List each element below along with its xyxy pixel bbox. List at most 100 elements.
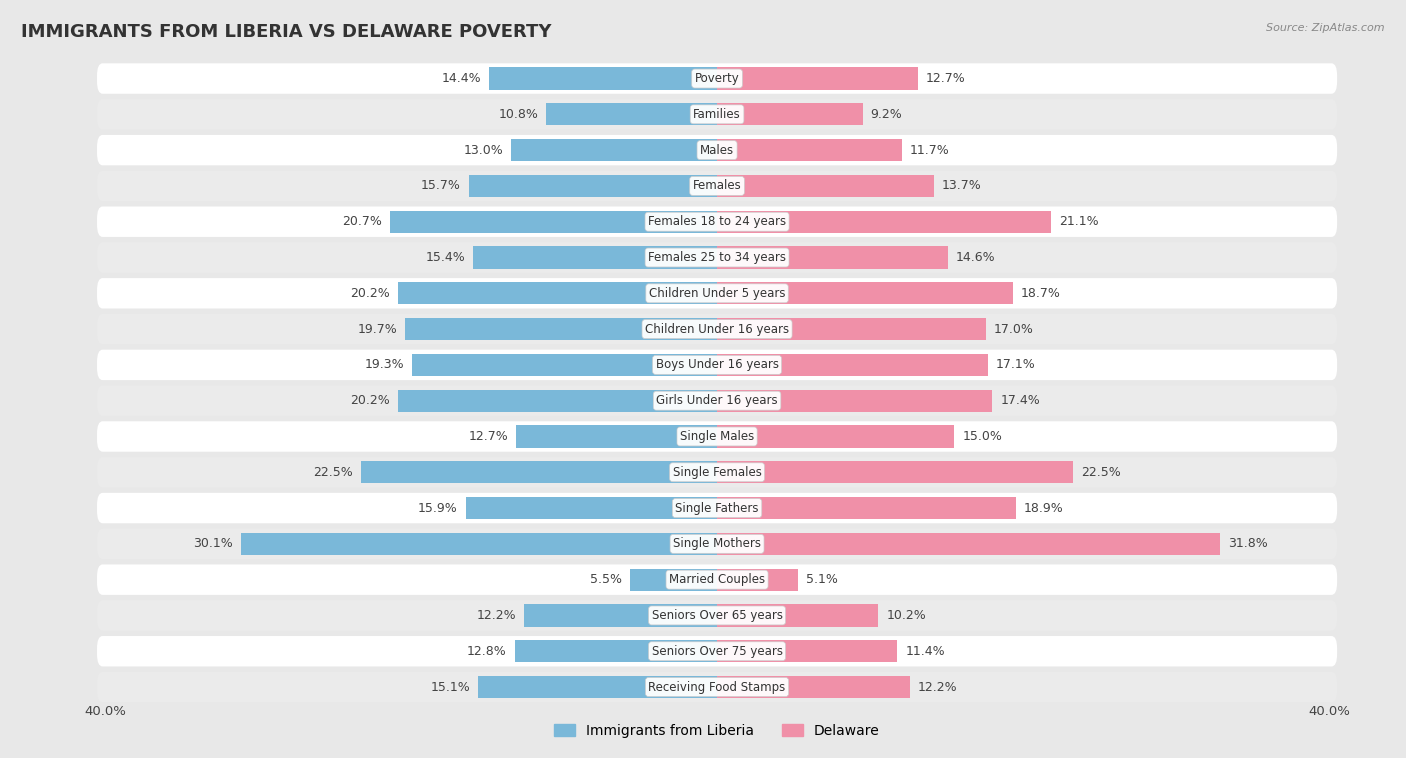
Text: Families: Families <box>693 108 741 121</box>
Text: Single Females: Single Females <box>672 465 762 479</box>
Text: 30.1%: 30.1% <box>193 537 233 550</box>
Text: Seniors Over 75 years: Seniors Over 75 years <box>651 645 783 658</box>
Bar <box>717 425 955 447</box>
Text: 12.7%: 12.7% <box>927 72 966 85</box>
Text: 21.1%: 21.1% <box>1059 215 1098 228</box>
Bar <box>398 282 717 305</box>
Bar <box>717 175 934 197</box>
Text: 15.9%: 15.9% <box>418 502 458 515</box>
Text: 22.5%: 22.5% <box>1081 465 1121 479</box>
Text: 31.8%: 31.8% <box>1227 537 1268 550</box>
Text: 12.8%: 12.8% <box>467 645 506 658</box>
Text: Males: Males <box>700 143 734 157</box>
Text: 11.4%: 11.4% <box>905 645 945 658</box>
Bar <box>478 676 717 698</box>
FancyBboxPatch shape <box>97 386 1337 416</box>
Bar <box>717 641 897 662</box>
Bar <box>717 533 1220 555</box>
Text: Girls Under 16 years: Girls Under 16 years <box>657 394 778 407</box>
Text: 17.4%: 17.4% <box>1000 394 1040 407</box>
FancyBboxPatch shape <box>97 421 1337 452</box>
Text: 13.0%: 13.0% <box>464 143 503 157</box>
Text: 9.2%: 9.2% <box>870 108 903 121</box>
Text: 20.2%: 20.2% <box>350 287 389 300</box>
Bar <box>717 497 1017 519</box>
Bar <box>717 354 987 376</box>
Text: Females 25 to 34 years: Females 25 to 34 years <box>648 251 786 264</box>
Text: 19.7%: 19.7% <box>357 323 398 336</box>
Bar <box>717 67 918 89</box>
Bar <box>389 211 717 233</box>
FancyBboxPatch shape <box>97 135 1337 165</box>
Text: 18.9%: 18.9% <box>1024 502 1064 515</box>
Text: IMMIGRANTS FROM LIBERIA VS DELAWARE POVERTY: IMMIGRANTS FROM LIBERIA VS DELAWARE POVE… <box>21 23 551 41</box>
Bar <box>512 139 717 161</box>
Bar <box>630 568 717 590</box>
Text: 20.2%: 20.2% <box>350 394 389 407</box>
FancyBboxPatch shape <box>97 99 1337 130</box>
Bar <box>717 604 879 627</box>
Bar <box>361 461 717 484</box>
FancyBboxPatch shape <box>97 528 1337 559</box>
Bar <box>524 604 717 627</box>
Text: 5.1%: 5.1% <box>806 573 838 586</box>
Bar <box>717 282 1012 305</box>
Bar <box>515 641 717 662</box>
Text: 5.5%: 5.5% <box>591 573 623 586</box>
Bar <box>717 461 1073 484</box>
Text: Single Fathers: Single Fathers <box>675 502 759 515</box>
Bar <box>717 211 1050 233</box>
Text: 15.7%: 15.7% <box>420 180 461 193</box>
FancyBboxPatch shape <box>97 349 1337 380</box>
Text: 17.1%: 17.1% <box>995 359 1035 371</box>
FancyBboxPatch shape <box>97 64 1337 94</box>
Text: Source: ZipAtlas.com: Source: ZipAtlas.com <box>1267 23 1385 33</box>
Text: 22.5%: 22.5% <box>314 465 353 479</box>
FancyBboxPatch shape <box>97 672 1337 702</box>
Bar <box>717 139 903 161</box>
Bar <box>489 67 717 89</box>
Bar <box>717 103 863 125</box>
Legend: Immigrants from Liberia, Delaware: Immigrants from Liberia, Delaware <box>548 718 886 743</box>
FancyBboxPatch shape <box>97 171 1337 201</box>
Text: Receiving Food Stamps: Receiving Food Stamps <box>648 681 786 694</box>
Bar <box>474 246 717 268</box>
FancyBboxPatch shape <box>97 243 1337 273</box>
Text: 20.7%: 20.7% <box>342 215 382 228</box>
Bar <box>516 425 717 447</box>
Bar <box>240 533 717 555</box>
Bar <box>717 246 948 268</box>
Text: 12.7%: 12.7% <box>468 430 509 443</box>
FancyBboxPatch shape <box>97 493 1337 523</box>
FancyBboxPatch shape <box>97 565 1337 595</box>
FancyBboxPatch shape <box>97 314 1337 344</box>
Text: 14.6%: 14.6% <box>956 251 995 264</box>
Text: 12.2%: 12.2% <box>918 681 957 694</box>
Text: 15.1%: 15.1% <box>430 681 470 694</box>
Text: Females: Females <box>693 180 741 193</box>
Text: 15.4%: 15.4% <box>426 251 465 264</box>
Text: Single Mothers: Single Mothers <box>673 537 761 550</box>
Text: 14.4%: 14.4% <box>441 72 481 85</box>
Bar <box>405 318 717 340</box>
FancyBboxPatch shape <box>97 457 1337 487</box>
Bar <box>717 568 797 590</box>
Bar <box>717 390 993 412</box>
Bar <box>412 354 717 376</box>
Text: 11.7%: 11.7% <box>910 143 950 157</box>
Text: Females 18 to 24 years: Females 18 to 24 years <box>648 215 786 228</box>
Text: Children Under 5 years: Children Under 5 years <box>648 287 786 300</box>
Text: Boys Under 16 years: Boys Under 16 years <box>655 359 779 371</box>
FancyBboxPatch shape <box>97 636 1337 666</box>
Bar <box>717 676 910 698</box>
Bar <box>546 103 717 125</box>
Text: 18.7%: 18.7% <box>1021 287 1060 300</box>
Text: 40.0%: 40.0% <box>1308 705 1350 718</box>
Text: Seniors Over 65 years: Seniors Over 65 years <box>651 609 783 622</box>
Bar <box>468 175 717 197</box>
Text: 10.2%: 10.2% <box>886 609 927 622</box>
Text: 17.0%: 17.0% <box>994 323 1033 336</box>
Text: Children Under 16 years: Children Under 16 years <box>645 323 789 336</box>
Text: 13.7%: 13.7% <box>942 180 981 193</box>
Text: 15.0%: 15.0% <box>962 430 1002 443</box>
